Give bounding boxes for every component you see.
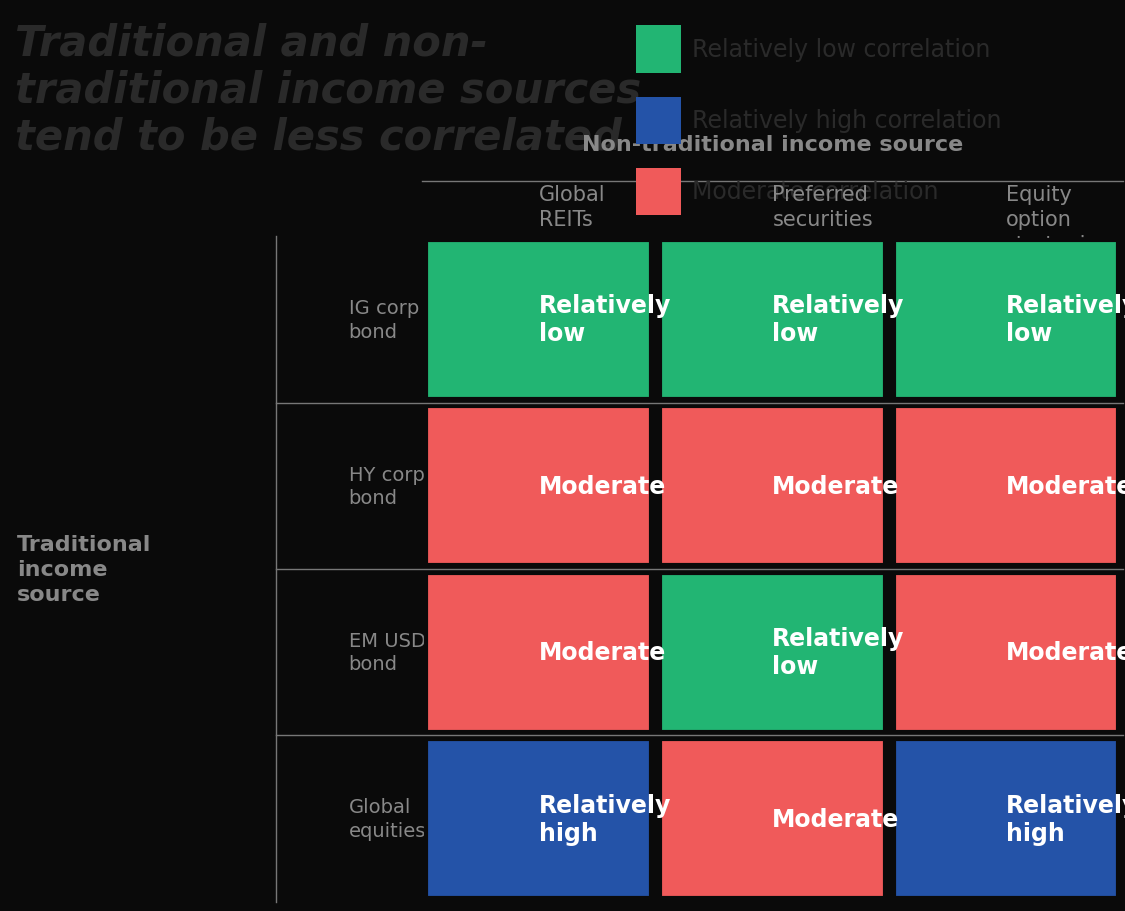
FancyBboxPatch shape [636,97,681,145]
Text: Relatively high correlation: Relatively high correlation [692,109,1001,133]
Text: Moderate: Moderate [1006,475,1125,498]
FancyBboxPatch shape [426,406,651,566]
FancyBboxPatch shape [893,573,1118,732]
FancyBboxPatch shape [636,169,681,216]
Text: Global
REITs: Global REITs [539,185,605,230]
Text: Preferred
securities: Preferred securities [772,185,873,230]
FancyBboxPatch shape [426,740,651,898]
FancyBboxPatch shape [660,241,884,399]
FancyBboxPatch shape [660,406,884,566]
FancyBboxPatch shape [893,241,1118,399]
Text: Relatively low correlation: Relatively low correlation [692,38,990,62]
Text: Moderate: Moderate [539,475,666,498]
FancyBboxPatch shape [893,406,1118,566]
Text: IG corp
bond: IG corp bond [349,299,418,342]
Text: Relatively
low: Relatively low [772,627,905,679]
Text: Moderate: Moderate [772,475,900,498]
Text: Moderate: Moderate [539,640,666,664]
Text: Traditional
income
source: Traditional income source [17,535,151,604]
Text: Relatively
low: Relatively low [772,294,905,346]
Text: Non-traditional income source: Non-traditional income source [582,135,963,155]
FancyBboxPatch shape [660,573,884,732]
Text: Equity
option
strategies: Equity option strategies [1006,185,1110,254]
Text: Moderate correlation: Moderate correlation [692,180,938,204]
Text: HY corp
bond: HY corp bond [349,465,424,507]
FancyBboxPatch shape [426,573,651,732]
Text: Moderate: Moderate [1006,640,1125,664]
Text: Traditional and non-
traditional income sources
tend to be less correlated: Traditional and non- traditional income … [15,23,641,159]
FancyBboxPatch shape [660,740,884,898]
Text: Global
equities: Global equities [349,797,426,840]
FancyBboxPatch shape [636,26,681,74]
FancyBboxPatch shape [426,241,651,399]
Text: Relatively
high: Relatively high [539,793,670,844]
Text: Relatively
high: Relatively high [1006,793,1125,844]
Text: Relatively
low: Relatively low [539,294,670,346]
FancyBboxPatch shape [893,740,1118,898]
Text: EM USD
bond: EM USD bond [349,631,425,674]
Text: Relatively
low: Relatively low [1006,294,1125,346]
Text: Moderate: Moderate [772,807,900,831]
